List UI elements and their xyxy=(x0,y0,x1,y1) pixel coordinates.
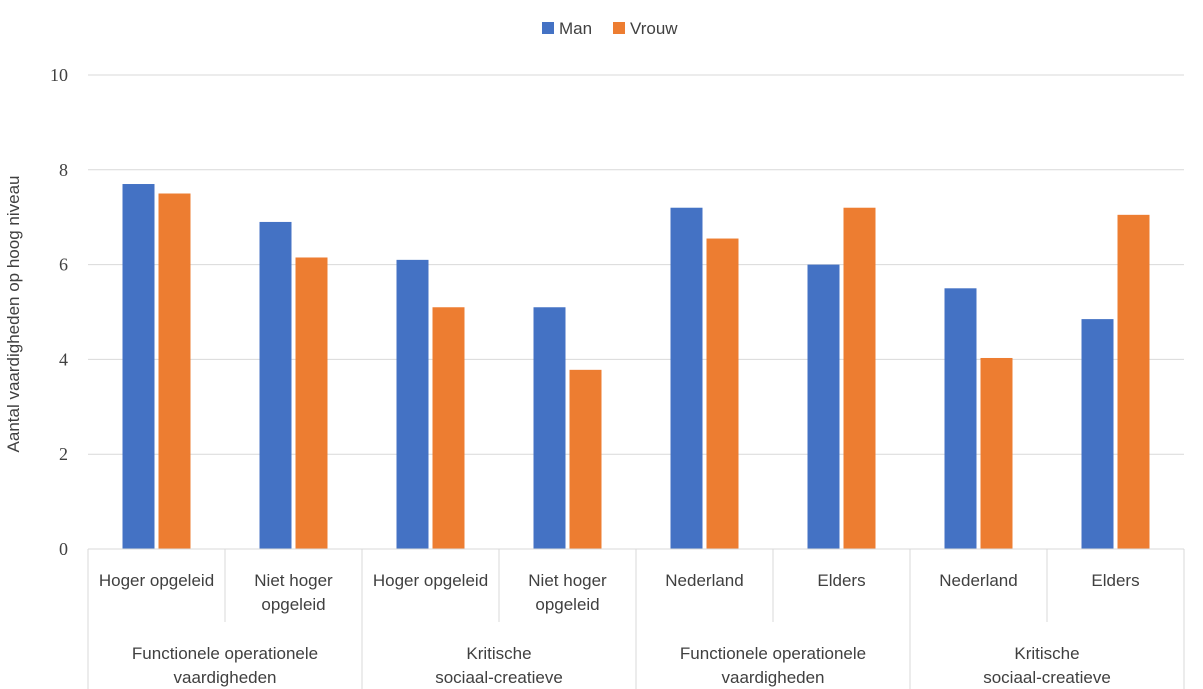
y-tick-label: 4 xyxy=(59,349,68,369)
y-tick-label: 8 xyxy=(59,160,68,180)
bar-vrouw-3 xyxy=(570,370,602,549)
bar-vrouw-6 xyxy=(981,358,1013,549)
bar-man-5 xyxy=(808,265,840,549)
category-label: Nederland xyxy=(939,571,1017,590)
category-label: Hoger opgeleid xyxy=(99,571,214,590)
category-label: Nederland xyxy=(665,571,743,590)
bars xyxy=(123,184,1150,549)
bar-vrouw-5 xyxy=(844,208,876,549)
legend-label-vrouw: Vrouw xyxy=(630,19,678,38)
bar-man-3 xyxy=(534,307,566,549)
bar-man-1 xyxy=(260,222,292,549)
bar-man-4 xyxy=(671,208,703,549)
category-label: Niet hoger opgeleid xyxy=(528,571,607,614)
bar-man-2 xyxy=(397,260,429,549)
bar-man-0 xyxy=(123,184,155,549)
category-label: Niet hoger opgeleid xyxy=(254,571,333,614)
bar-vrouw-0 xyxy=(159,194,191,550)
bar-man-6 xyxy=(945,288,977,549)
y-tick-label: 6 xyxy=(59,255,68,275)
bar-vrouw-4 xyxy=(707,239,739,549)
legend-swatch-man xyxy=(542,22,554,34)
group-labels: Functionele operationele vaardigheden Krit… xyxy=(132,644,1111,689)
category-label: Elders xyxy=(817,571,865,590)
category-label: Elders xyxy=(1091,571,1139,590)
group-label: Functionele operationele vaardigheden xyxy=(132,644,318,687)
y-tick-label: 2 xyxy=(59,444,68,464)
category-label: Hoger opgeleid xyxy=(373,571,488,590)
y-axis-title: Aantal vaardigheden op hoog niveau xyxy=(4,176,23,453)
legend-label-man: Man xyxy=(559,19,592,38)
bar-vrouw-7 xyxy=(1118,215,1150,549)
bar-vrouw-2 xyxy=(433,307,465,549)
legend: Man Vrouw xyxy=(542,19,678,38)
category-labels: Hoger opgeleid Niet hoger opgeleid Hoger op… xyxy=(99,571,1140,614)
y-tick-label: 10 xyxy=(50,65,68,85)
gridlines xyxy=(88,75,1184,549)
legend-swatch-vrouw xyxy=(613,22,625,34)
group-label: Functionele operationele vaardigheden xyxy=(680,644,866,687)
bar-man-7 xyxy=(1082,319,1114,549)
y-tick-labels: 0 2 4 6 8 10 xyxy=(50,65,68,559)
y-tick-label: 0 xyxy=(59,539,68,559)
bar-vrouw-1 xyxy=(296,257,328,549)
